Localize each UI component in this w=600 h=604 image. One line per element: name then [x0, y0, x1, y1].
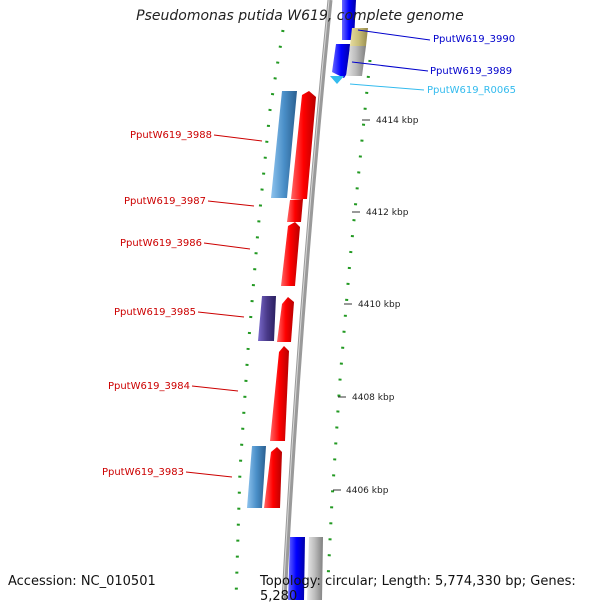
leader-3983: [185, 471, 233, 478]
cds-purple-3985: [258, 296, 276, 341]
tick-label-4412: 4412 kbp: [366, 208, 409, 218]
cds-bottom-gray: [307, 537, 323, 600]
accession-text: Accession: NC_010501: [8, 574, 156, 589]
cds-3988: [291, 91, 316, 199]
feature-group-bottom: [288, 537, 323, 600]
cds-3985: [277, 297, 294, 342]
cds-3986: [281, 222, 300, 286]
leader-3988: [213, 134, 263, 142]
gene-label-3986: PputW619_3986: [120, 238, 202, 249]
axis-labels: 4414 kbp 4412 kbp 4410 kbp 4408 kbp 4406…: [346, 116, 419, 496]
gene-label-R0065: PputW619_R0065: [427, 85, 516, 96]
cds-light-3983: [247, 446, 266, 508]
gc-skew-outer: [234, 29, 285, 600]
leader-lines: [185, 29, 431, 478]
tick-label-4408: 4408 kbp: [352, 393, 395, 403]
cds-gray-top: [346, 46, 366, 76]
cds-bottom-blue: [288, 537, 305, 600]
gc-skew-inner: [326, 59, 372, 581]
backbone-highlight: [282, 0, 330, 600]
cds-light-3988: [271, 91, 297, 198]
gene-label-3987: PputW619_3987: [124, 196, 206, 207]
gene-label-3984: PputW619_3984: [108, 381, 190, 392]
rna-R0065: [330, 76, 344, 84]
gene-label-3990: PputW619_3990: [433, 34, 515, 45]
backbone-line: [281, 0, 333, 600]
tick-label-4410: 4410 kbp: [358, 300, 401, 310]
leader-3984: [191, 385, 239, 392]
cds-3984: [270, 346, 289, 441]
leader-3986: [203, 242, 251, 250]
leader-3987: [207, 200, 255, 207]
cds-olive: [350, 28, 368, 46]
axis-ticks: [333, 119, 370, 491]
cds-3987: [287, 199, 303, 222]
gene-label-3988: PputW619_3988: [130, 130, 212, 141]
leader-3990: [357, 29, 431, 41]
leader-3989: [351, 61, 429, 72]
cds-other: [247, 91, 297, 508]
leader-R0065: [349, 83, 425, 91]
gene-labels: PputW619_3990 PputW619_3989 PputW619_R00…: [102, 34, 516, 478]
map-title: Pseudomonas putida W619, complete genome: [136, 8, 464, 24]
feature-group-top: [330, 0, 368, 84]
tick-label-4414: 4414 kbp: [376, 116, 419, 126]
cds-highlighted: [264, 91, 316, 508]
gene-label-3985: PputW619_3985: [114, 307, 196, 318]
cds-3983: [264, 447, 282, 508]
gene-label-3989: PputW619_3989: [430, 66, 512, 77]
leader-3985: [197, 311, 245, 318]
gene-label-3983: PputW619_3983: [102, 467, 184, 478]
gc-skew-track: [234, 29, 372, 600]
tick-label-4406: 4406 kbp: [346, 486, 389, 496]
cds-top-2: [332, 44, 350, 78]
